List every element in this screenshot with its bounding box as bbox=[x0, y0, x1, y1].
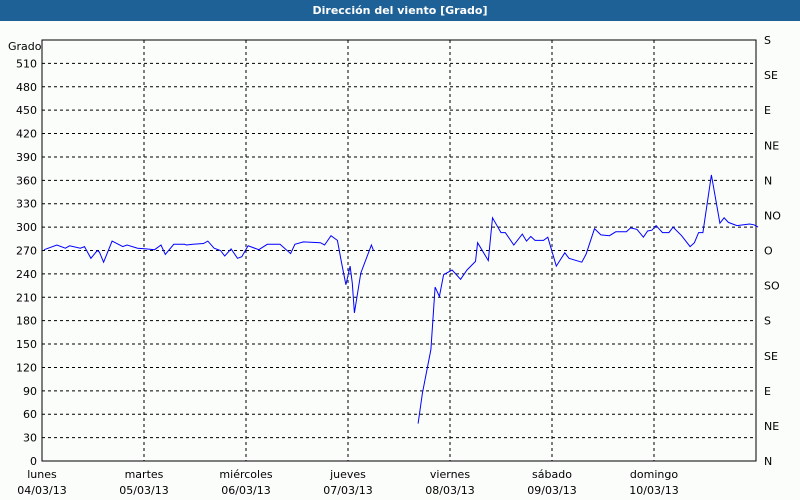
y-tick-label: 510 bbox=[16, 57, 37, 70]
x-tick-date: 10/03/13 bbox=[629, 484, 678, 497]
plot-frame bbox=[41, 39, 757, 462]
x-tick-day: miércoles bbox=[219, 468, 272, 481]
right-axis-label: N bbox=[764, 455, 772, 468]
right-axis-label: S bbox=[764, 315, 771, 328]
x-tick-day: jueves bbox=[329, 468, 366, 481]
right-axis-label: SE bbox=[764, 69, 778, 82]
x-tick-day: martes bbox=[125, 468, 164, 481]
right-axis-label: SO bbox=[764, 280, 780, 293]
x-tick-date: 04/03/13 bbox=[17, 484, 66, 497]
y-tick-label: 360 bbox=[16, 174, 37, 187]
y-tick-label: 120 bbox=[16, 361, 37, 374]
y-tick-label: 270 bbox=[16, 245, 37, 258]
y-tick-label: 60 bbox=[23, 408, 37, 421]
y-tick-label: 330 bbox=[16, 198, 37, 211]
y-tick-label: 240 bbox=[16, 268, 37, 281]
y-tick-label: 180 bbox=[16, 315, 37, 328]
right-axis-label: N bbox=[764, 174, 772, 187]
x-tick-day: lunes bbox=[27, 468, 57, 481]
y-tick-label: 0 bbox=[30, 455, 37, 468]
x-tick-day: sábado bbox=[532, 468, 572, 481]
x-tick-day: viernes bbox=[430, 468, 470, 481]
x-tick-date: 07/03/13 bbox=[323, 484, 372, 497]
y-tick-label: 420 bbox=[16, 128, 37, 141]
x-tick-date: 08/03/13 bbox=[425, 484, 474, 497]
right-axis-label: S bbox=[764, 34, 771, 47]
y-tick-label: 480 bbox=[16, 81, 37, 94]
right-axis-label: NE bbox=[764, 420, 779, 433]
y-tick-label: 30 bbox=[23, 432, 37, 445]
y-tick-label: 150 bbox=[16, 338, 37, 351]
right-axis-label: E bbox=[764, 385, 771, 398]
y-tick-label: 300 bbox=[16, 221, 37, 234]
wind-direction-line bbox=[417, 174, 759, 424]
right-axis-label: NE bbox=[764, 139, 779, 152]
y-tick-label: 210 bbox=[16, 291, 37, 304]
x-tick-date: 05/03/13 bbox=[119, 484, 168, 497]
wind-direction-line bbox=[43, 234, 374, 313]
y-axis-label: Grado bbox=[8, 40, 42, 53]
right-axis-label: NO bbox=[764, 209, 781, 222]
right-axis-label: SE bbox=[764, 350, 778, 363]
chart-title: Dirección del viento [Grado] bbox=[0, 0, 800, 21]
x-tick-date: 09/03/13 bbox=[527, 484, 576, 497]
y-tick-label: 450 bbox=[16, 104, 37, 117]
right-axis-label: E bbox=[764, 104, 771, 117]
x-tick-day: domingo bbox=[630, 468, 678, 481]
y-tick-label: 390 bbox=[16, 151, 37, 164]
x-tick-date: 06/03/13 bbox=[221, 484, 270, 497]
y-tick-label: 90 bbox=[23, 385, 37, 398]
right-axis-label: O bbox=[764, 245, 773, 258]
